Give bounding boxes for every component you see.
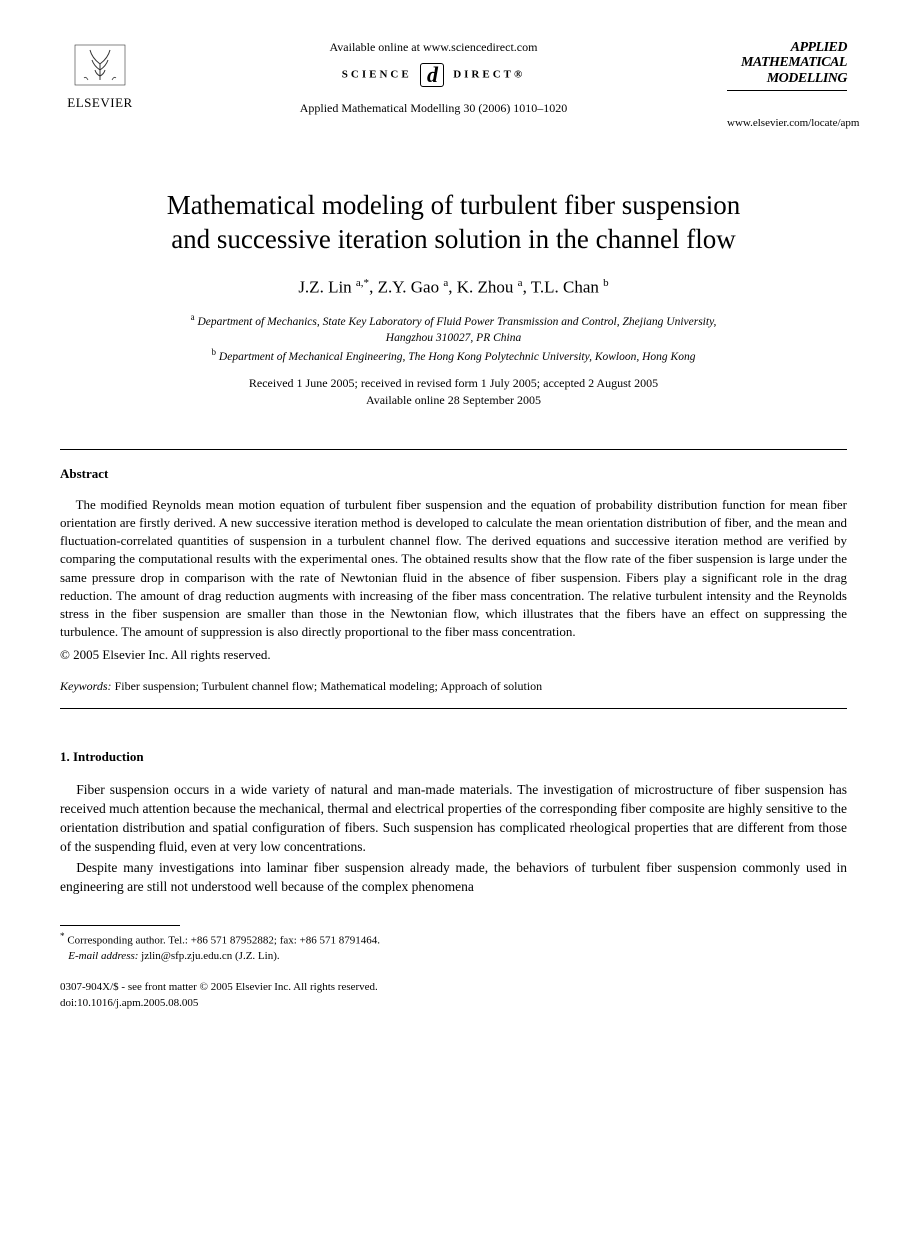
aff-a-l2: Hangzhou 310027, PR China [386,332,521,344]
doi-block: 0307-904X/$ - see front matter © 2005 El… [60,980,847,1011]
author-4-sup: b [603,277,609,289]
email-label: E-mail address: [68,950,138,962]
abstract-bottom-rule [60,708,847,709]
publisher-logo: ELSEVIER [60,40,140,111]
publisher-name: ELSEVIER [60,95,140,111]
aff-a-sup: a [191,312,195,322]
author-2-sup: a [443,277,448,289]
elsevier-tree-icon [60,40,140,95]
doi-text: doi:10.1016/j.apm.2005.08.005 [60,997,198,1009]
authors-list: J.Z. Lin a,*, Z.Y. Gao a, K. Zhou a, T.L… [60,277,847,298]
journal-name-l2: MATHEMATICAL [727,55,847,70]
corr-text: Corresponding author. Tel.: +86 571 8795… [65,934,380,946]
aff-b: Department of Mechanical Engineering, Th… [219,351,696,363]
article-title: Mathematical modeling of turbulent fiber… [60,189,847,257]
journal-name-l3: MODELLING [727,71,847,86]
author-3-sup: a [518,277,523,289]
sd-right: DIRECT® [453,69,525,81]
author-1-sup: a,* [356,277,369,289]
aff-a-l1: Department of Mechanics, State Key Labor… [197,316,716,328]
header-center: Available online at www.sciencedirect.co… [140,40,727,116]
affiliations: a Department of Mechanics, State Key Lab… [60,311,847,365]
corr-email-link[interactable]: jzlin@sfp.zju.edu.cn [138,950,232,962]
journal-logo: APPLIED MATHEMATICAL MODELLING www.elsev… [727,40,847,129]
received-date: Received 1 June 2005; received in revise… [249,376,658,390]
online-date: Available online 28 September 2005 [366,393,541,407]
citation-text: Applied Mathematical Modelling 30 (2006)… [160,101,707,116]
journal-name-l1: APPLIED [727,40,847,55]
email-who: (J.Z. Lin). [232,950,279,962]
science-direct-logo: SCIENCE d DIRECT® [160,63,707,87]
intro-para-2: Despite many investigations into laminar… [60,859,847,897]
abstract-heading: Abstract [60,466,847,482]
title-line2: and successive iteration solution in the… [171,224,736,254]
author-3: K. Zhou [457,277,514,296]
journal-url[interactable]: www.elsevier.com/locate/apm [727,117,847,129]
abstract-top-rule [60,449,847,450]
article-dates: Received 1 June 2005; received in revise… [60,375,847,409]
corresponding-author-footnote: * Corresponding author. Tel.: +86 571 87… [60,930,847,964]
front-matter: 0307-904X/$ - see front matter © 2005 El… [60,981,378,993]
journal-divider [727,90,847,91]
abstract-body: The modified Reynolds mean motion equati… [60,496,847,642]
introduction-heading: 1. Introduction [60,749,847,765]
keywords-text: Fiber suspension; Turbulent channel flow… [112,679,543,693]
author-2: Z.Y. Gao [378,277,440,296]
aff-b-sup: b [212,347,217,357]
intro-para-1: Fiber suspension occurs in a wide variet… [60,781,847,857]
available-online-text: Available online at www.sciencedirect.co… [160,40,707,55]
title-line1: Mathematical modeling of turbulent fiber… [167,190,741,220]
author-4: T.L. Chan [531,277,599,296]
sd-left: SCIENCE [342,69,412,81]
abstract-copyright: © 2005 Elsevier Inc. All rights reserved… [60,647,847,663]
keywords: Keywords: Fiber suspension; Turbulent ch… [60,679,847,694]
keywords-label: Keywords: [60,679,112,693]
page-header: ELSEVIER Available online at www.science… [60,40,847,129]
author-1: J.Z. Lin [298,277,351,296]
footnote-rule [60,925,180,926]
sd-d-icon: d [420,63,444,87]
